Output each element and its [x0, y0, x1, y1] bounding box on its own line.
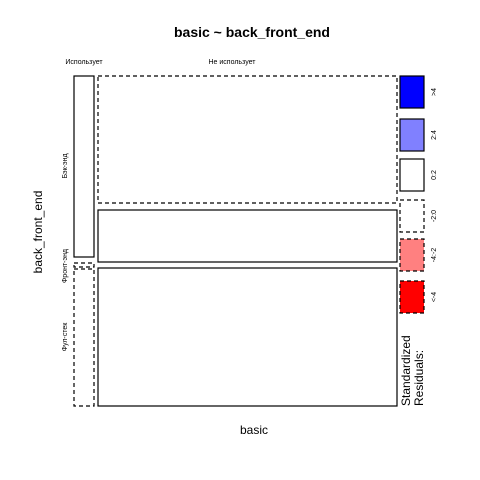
mosaic-cell	[97, 209, 398, 263]
legend-label: -2:0	[431, 210, 438, 222]
legend-swatch	[399, 158, 425, 192]
mosaic-cell	[73, 262, 95, 268]
mosaic-cell	[73, 268, 95, 407]
x-category-label: Использует	[65, 59, 103, 66]
legend-label: 0:2	[431, 170, 438, 180]
legend-title: StandardizedResiduals:	[399, 335, 426, 406]
mosaic-cell	[73, 75, 95, 258]
y-category-labels: Бэк-энд Фронт-энд Фул-стек	[62, 153, 69, 351]
legend-label: -4:-2	[431, 248, 438, 263]
legend-swatch	[399, 199, 425, 233]
mosaic-cells	[73, 75, 398, 407]
legend-swatch	[399, 238, 425, 272]
y-axis-label: back_front_end	[31, 191, 45, 274]
legend-label: 2:4	[431, 130, 438, 140]
legend: >4 2:4 0:2 -2:0 -4:-2 <-4	[399, 75, 438, 314]
mosaic-cell	[97, 75, 398, 204]
mosaic-cell	[97, 267, 398, 407]
chart-title: basic ~ back_front_end	[174, 24, 330, 40]
x-axis-label: basic	[240, 423, 268, 437]
legend-label: >4	[431, 88, 438, 96]
y-category-label: Фронт-энд	[62, 249, 69, 283]
legend-swatch	[399, 280, 425, 314]
legend-swatch	[399, 75, 425, 109]
x-category-label: Не использует	[209, 59, 257, 66]
x-category-labels: Использует Не использует	[65, 59, 256, 66]
y-category-label: Фул-стек	[62, 322, 69, 352]
legend-swatch	[399, 118, 425, 152]
legend-label: <-4	[431, 292, 438, 302]
y-category-label: Бэк-энд	[62, 153, 69, 178]
